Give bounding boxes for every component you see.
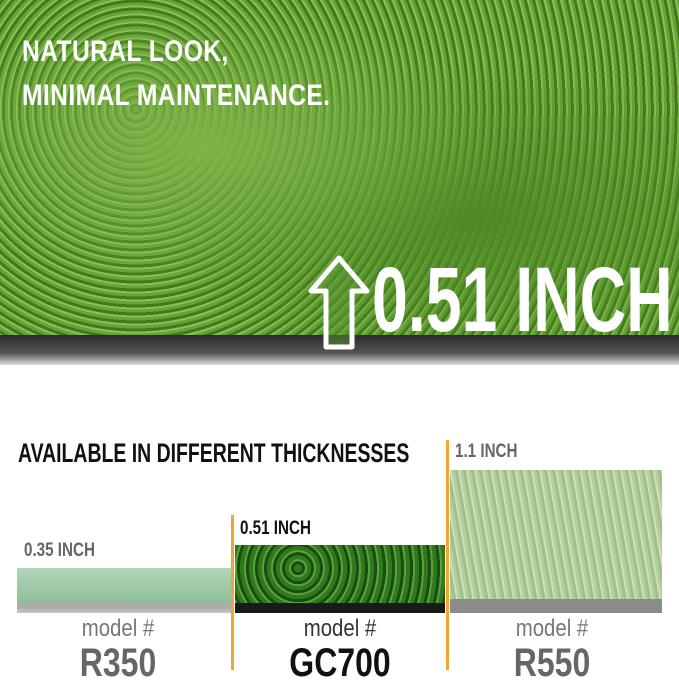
model-label: model # — [515, 615, 589, 642]
model-gc700: model # GC700 — [240, 615, 440, 683]
model-number: R350 — [79, 641, 157, 685]
thickness-r550: 1.1 INCH — [455, 441, 518, 462]
hero-title-line2: MINIMAL MAINTENANCE. — [22, 79, 331, 112]
divider — [231, 515, 234, 670]
thickness-gc700: 0.51 INCH — [240, 518, 311, 539]
thickness-r350: 0.35 INCH — [24, 540, 95, 561]
model-label: model # — [81, 615, 155, 642]
section-title: AVAILABLE IN DIFFERENT THICKNESSES — [18, 438, 410, 468]
sample-r350 — [17, 568, 231, 613]
divider — [446, 440, 449, 670]
pile-height-label: 0.51 INCH — [372, 249, 673, 351]
model-number: GC700 — [289, 641, 391, 685]
sample-gc700 — [235, 545, 445, 613]
sample-r550 — [450, 470, 662, 613]
model-number: R550 — [513, 641, 591, 685]
hero-title: NATURAL LOOK, MINIMAL MAINTENANCE. — [22, 30, 330, 118]
hero-title-line1: NATURAL LOOK, — [22, 35, 229, 68]
up-arrow-icon — [308, 255, 370, 350]
model-label: model # — [303, 615, 377, 642]
